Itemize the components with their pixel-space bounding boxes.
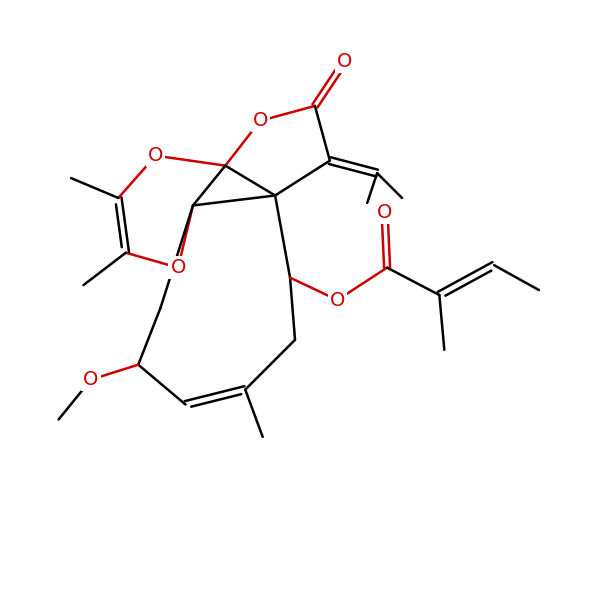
Text: O: O: [170, 258, 186, 277]
Text: O: O: [329, 290, 345, 310]
Text: O: O: [148, 146, 163, 165]
Text: O: O: [337, 52, 352, 71]
Text: O: O: [377, 203, 392, 223]
Text: O: O: [253, 112, 268, 130]
Text: O: O: [83, 370, 98, 389]
